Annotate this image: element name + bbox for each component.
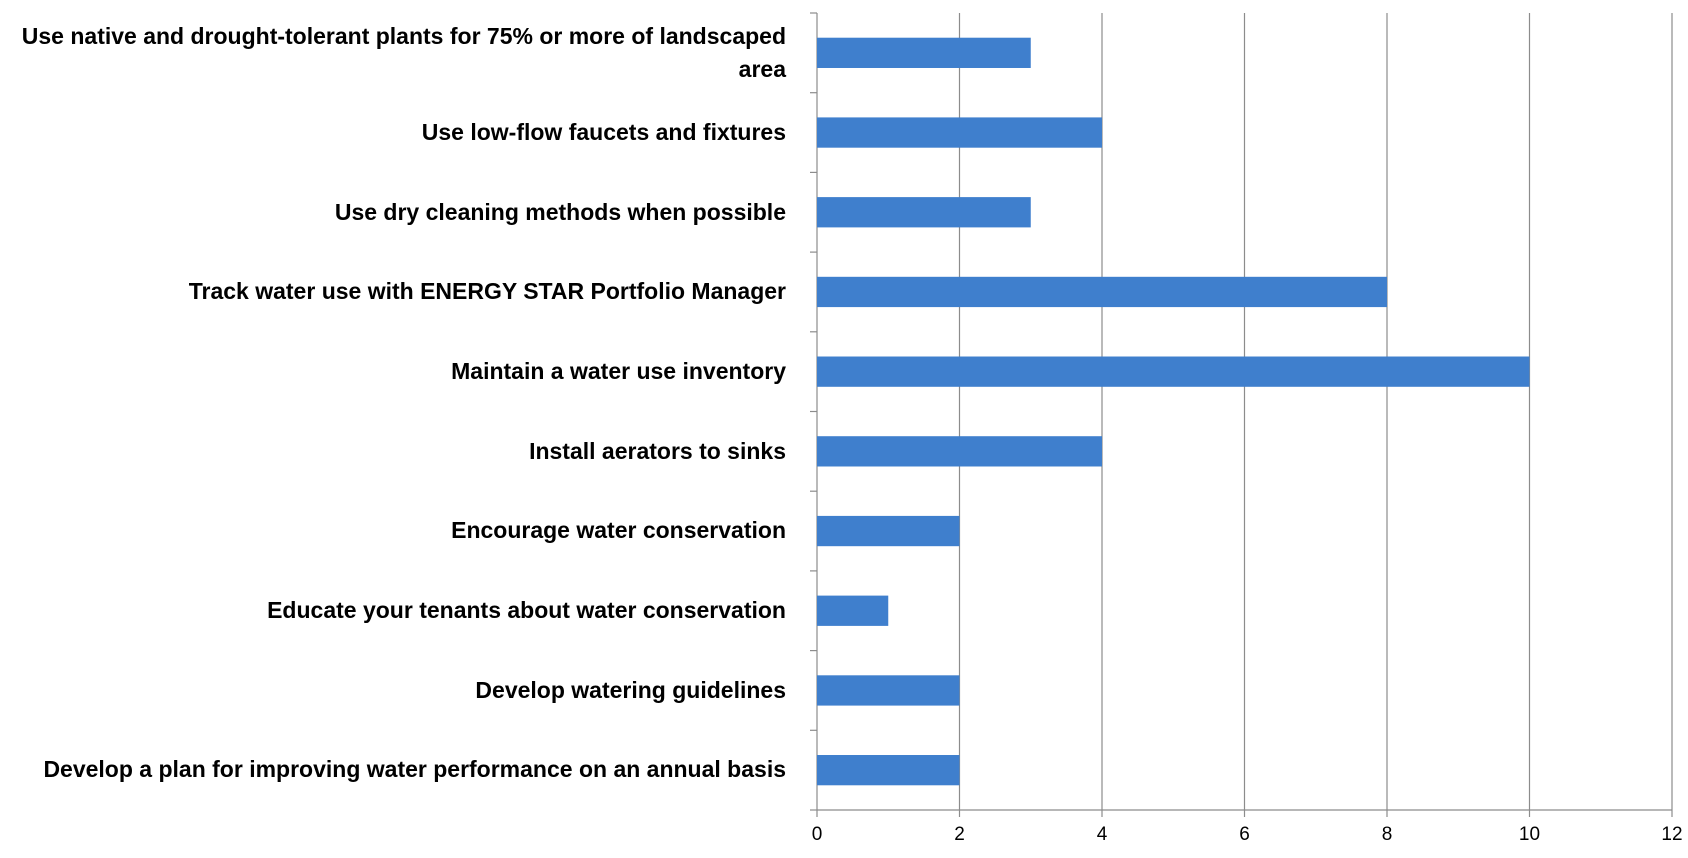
y-tick-label: Track water use with ENERGY STAR Portfol… bbox=[188, 278, 786, 305]
y-tick-label: Encourage water conservation bbox=[451, 517, 786, 544]
y-tick-label: Use dry cleaning methods when possible bbox=[334, 198, 786, 225]
bar bbox=[817, 197, 1031, 228]
x-tick-label: 6 bbox=[1239, 824, 1250, 845]
bar bbox=[817, 276, 1387, 308]
y-tick-label: Install aerators to sinks bbox=[529, 437, 786, 464]
x-tick-label: 8 bbox=[1382, 824, 1393, 845]
bar bbox=[817, 755, 960, 786]
bar bbox=[817, 515, 960, 547]
y-tick-label: Develop watering guidelines bbox=[475, 676, 786, 703]
y-tick-label: Maintain a water use inventory bbox=[451, 357, 786, 384]
bar bbox=[817, 675, 960, 706]
x-tick-label: 10 bbox=[1519, 824, 1540, 845]
x-tick-label: 12 bbox=[1661, 824, 1682, 845]
y-tick-label: Use native and drought-tolerant plants f… bbox=[21, 22, 786, 82]
x-tick-label: 4 bbox=[1097, 824, 1108, 845]
bar bbox=[817, 356, 1530, 387]
x-tick-label: 0 bbox=[812, 824, 823, 845]
bar bbox=[817, 595, 889, 626]
bar bbox=[817, 117, 1102, 148]
y-tick-label: Educate your tenants about water conserv… bbox=[267, 597, 786, 624]
y-tick-label: Use low-flow faucets and fixtures bbox=[421, 118, 786, 145]
x-tick-label: 2 bbox=[954, 824, 965, 845]
y-tick-label: Develop a plan for improving water perfo… bbox=[43, 756, 786, 783]
bar bbox=[817, 436, 1102, 467]
bar bbox=[817, 37, 1031, 68]
